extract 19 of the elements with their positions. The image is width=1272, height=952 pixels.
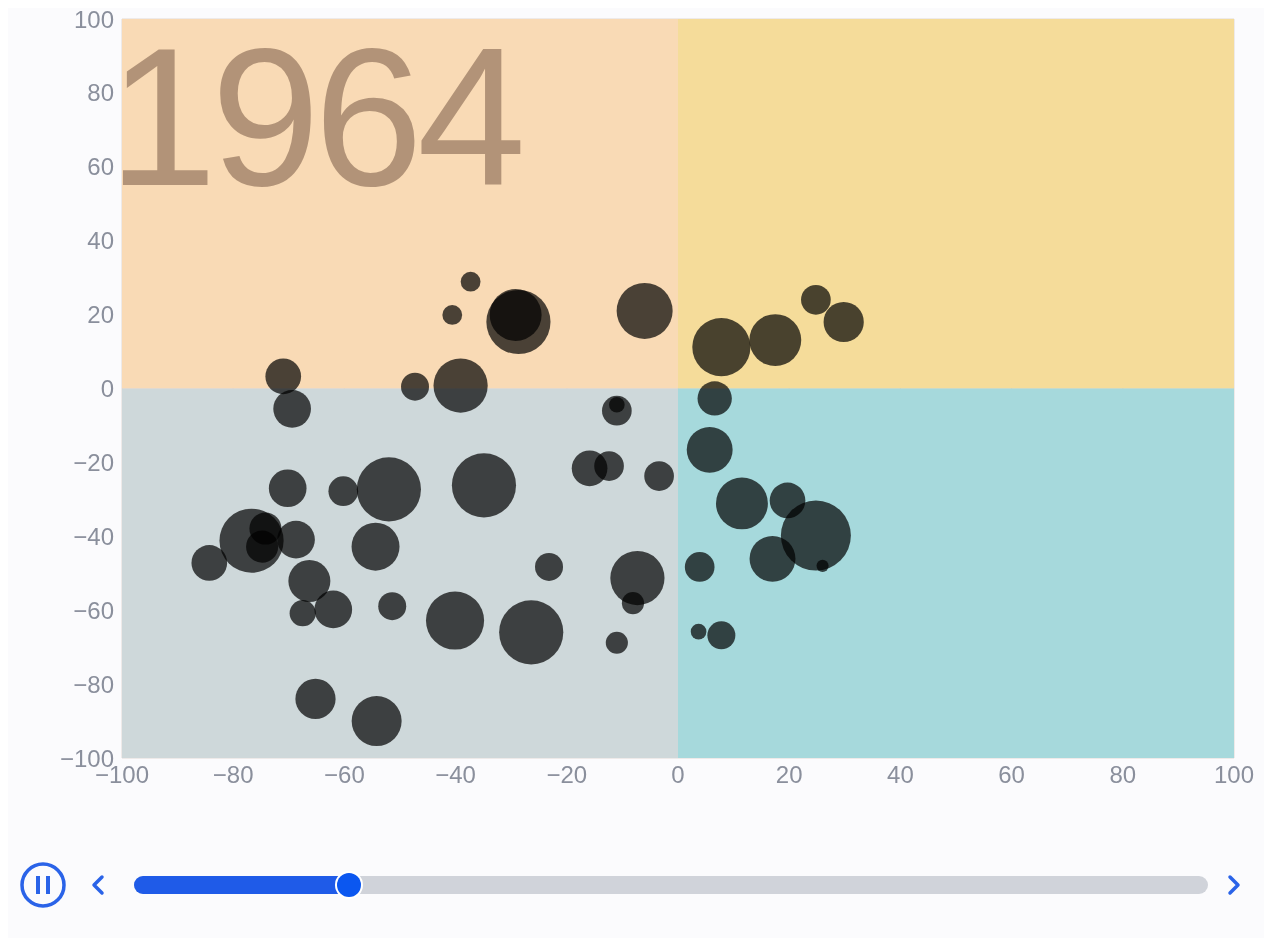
y-tick-label: 20 [87, 301, 114, 329]
x-tick-label: 60 [998, 761, 1025, 789]
y-tick-label: −20 [73, 448, 114, 476]
x-tick-label: −40 [435, 761, 476, 789]
y-tick-label: −60 [73, 596, 114, 624]
x-tick-label: −80 [212, 761, 254, 789]
x-tick-label: −60 [324, 761, 365, 789]
x-tick-label: 80 [1109, 761, 1137, 789]
x-tick-label: 0 [671, 761, 685, 789]
y-tick-label: 0 [100, 375, 114, 403]
y-tick-label: −40 [73, 522, 114, 550]
x-tick-label: −20 [546, 761, 588, 789]
y-tick-label: −80 [73, 670, 114, 698]
y-tick-label: 40 [87, 227, 114, 255]
x-tick-label: 40 [887, 761, 914, 789]
x-tick-label: 20 [775, 761, 803, 789]
x-tick-label: 100 [1213, 761, 1255, 789]
y-tick-label: 80 [87, 79, 114, 107]
y-tick-label: 100 [73, 5, 114, 33]
